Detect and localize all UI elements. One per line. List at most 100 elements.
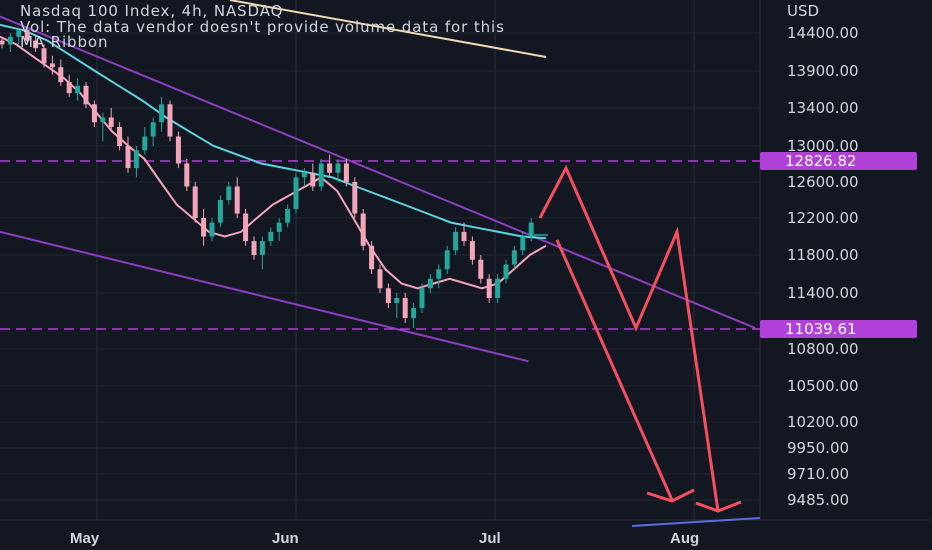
candle-body[interactable] bbox=[453, 231, 459, 251]
candle-body[interactable] bbox=[251, 241, 257, 255]
candle-body[interactable] bbox=[511, 250, 517, 265]
candle-body[interactable] bbox=[285, 209, 291, 223]
candle-body[interactable] bbox=[133, 150, 139, 169]
candle-body[interactable] bbox=[495, 278, 501, 298]
candle-body[interactable] bbox=[41, 48, 47, 64]
forecast-path-upper[interactable] bbox=[538, 164, 720, 512]
candle-body[interactable] bbox=[24, 30, 30, 41]
symbol-title[interactable]: Nasdaq 100 Index, 4h, NASDAQ bbox=[20, 4, 284, 20]
candle-body[interactable] bbox=[58, 67, 64, 83]
axis-currency-label: USD bbox=[787, 2, 819, 20]
bottom-channel-line[interactable] bbox=[631, 517, 761, 527]
candle-body[interactable] bbox=[83, 85, 89, 105]
candle-body[interactable] bbox=[100, 117, 106, 123]
y-tick-label: 10500.00 bbox=[787, 377, 859, 395]
candle-body[interactable] bbox=[150, 122, 156, 137]
indicator-label[interactable]: MA Ribbon bbox=[20, 35, 109, 51]
y-tick-label: 12200.00 bbox=[787, 209, 859, 227]
candle-body[interactable] bbox=[327, 163, 333, 173]
candle-body[interactable] bbox=[268, 231, 274, 242]
candle-body[interactable] bbox=[385, 288, 391, 303]
volume-note: Vol: The data vendor doesn't provide vol… bbox=[20, 19, 505, 35]
forecast-arrowhead-2[interactable] bbox=[695, 500, 742, 513]
candle-body[interactable] bbox=[343, 163, 349, 182]
y-tick-label: 10800.00 bbox=[787, 340, 859, 358]
candle-body[interactable] bbox=[276, 222, 282, 232]
candle-body[interactable] bbox=[520, 236, 526, 251]
candle-body[interactable] bbox=[318, 163, 324, 187]
candle-body[interactable] bbox=[209, 222, 215, 237]
x-tick-label: May bbox=[70, 530, 100, 547]
candle-body[interactable] bbox=[108, 117, 114, 128]
candle-body[interactable] bbox=[75, 85, 81, 94]
candle-body[interactable] bbox=[159, 104, 165, 123]
candle-body[interactable] bbox=[301, 172, 307, 178]
y-tick-label: 14400.00 bbox=[787, 24, 859, 42]
candle-body[interactable] bbox=[184, 163, 190, 187]
level-badge-label: 11039.61 bbox=[785, 320, 857, 338]
candle-body[interactable] bbox=[234, 186, 240, 214]
candle-body[interactable] bbox=[335, 163, 341, 173]
candle-body[interactable] bbox=[478, 259, 484, 279]
ma-fast-line[interactable] bbox=[0, 35, 547, 290]
chart-legend: Nasdaq 100 Index, 4h, NASDAQ Vol: The da… bbox=[20, 4, 760, 51]
candle-body[interactable] bbox=[352, 182, 358, 214]
y-tick-label: 9485.00 bbox=[787, 491, 849, 509]
candle-body[interactable] bbox=[167, 104, 173, 137]
candle-body[interactable] bbox=[243, 213, 249, 242]
candle-body[interactable] bbox=[394, 297, 400, 303]
candle-body[interactable] bbox=[201, 218, 207, 237]
candle-body[interactable] bbox=[226, 186, 232, 201]
candle-body[interactable] bbox=[469, 241, 475, 260]
candle-body[interactable] bbox=[486, 278, 492, 298]
candle-body[interactable] bbox=[444, 250, 450, 270]
candle-body[interactable] bbox=[16, 30, 22, 37]
candle-body[interactable] bbox=[142, 136, 148, 151]
level-badge[interactable] bbox=[760, 320, 917, 338]
x-tick-label: Jun bbox=[272, 530, 299, 547]
candle-body[interactable] bbox=[310, 172, 316, 187]
forecast-arrowhead-1[interactable] bbox=[646, 488, 695, 503]
candle-body[interactable] bbox=[369, 245, 375, 270]
candle-body[interactable] bbox=[503, 264, 509, 279]
lower-trendline[interactable] bbox=[0, 230, 529, 363]
candle-body[interactable] bbox=[419, 288, 425, 308]
candle-body[interactable] bbox=[461, 231, 467, 242]
candle-body[interactable] bbox=[411, 307, 417, 318]
y-tick-label: 11400.00 bbox=[787, 284, 859, 302]
y-tick-label: 13400.00 bbox=[787, 99, 859, 117]
candle-body[interactable] bbox=[402, 297, 408, 318]
candle-body[interactable] bbox=[125, 146, 131, 169]
candle-body[interactable] bbox=[192, 186, 198, 219]
candle-body[interactable] bbox=[217, 200, 223, 223]
y-tick-label: 11800.00 bbox=[787, 246, 859, 264]
candle-body[interactable] bbox=[66, 82, 72, 94]
candle-body[interactable] bbox=[117, 127, 123, 146]
forecast-path-lower[interactable] bbox=[555, 239, 674, 501]
candle-body[interactable] bbox=[91, 104, 97, 123]
level-badge-label: 12826.82 bbox=[785, 152, 857, 170]
candle-body[interactable] bbox=[175, 136, 181, 164]
level-badge[interactable] bbox=[760, 152, 917, 170]
candle-body[interactable] bbox=[33, 40, 39, 49]
y-tick-label: 13900.00 bbox=[787, 62, 859, 80]
candle-body[interactable] bbox=[49, 63, 55, 68]
candle-body[interactable] bbox=[360, 213, 366, 246]
upper-trendline[interactable] bbox=[0, 15, 756, 329]
candle-body[interactable] bbox=[377, 269, 383, 289]
candle-body[interactable] bbox=[427, 278, 433, 289]
y-tick-label: 12600.00 bbox=[787, 173, 859, 191]
upper-channel-line[interactable] bbox=[229, 0, 547, 58]
candle-body[interactable] bbox=[293, 177, 299, 209]
candle-body[interactable] bbox=[436, 269, 442, 279]
y-tick-label: 13000.00 bbox=[787, 137, 859, 155]
ma-slow-line[interactable] bbox=[0, 23, 547, 240]
y-tick-label: 9950.00 bbox=[787, 439, 849, 457]
candle-body[interactable] bbox=[259, 241, 265, 255]
candle-body[interactable] bbox=[7, 36, 13, 45]
candle-body[interactable] bbox=[0, 40, 5, 45]
candle-body[interactable] bbox=[528, 222, 534, 237]
